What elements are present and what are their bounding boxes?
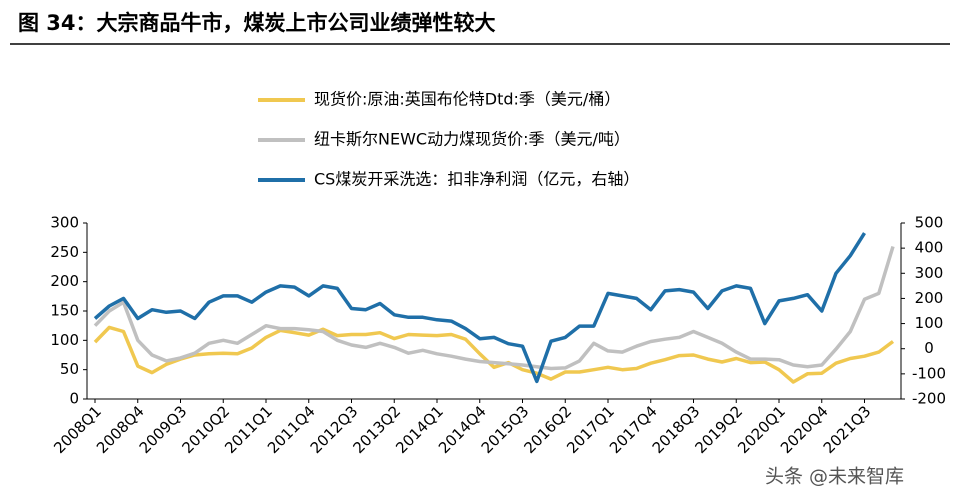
legend-label: CS煤炭开采洗选：扣非净利润（亿元，右轴） bbox=[314, 170, 639, 189]
y-tick-label: 250 bbox=[50, 243, 79, 261]
y-tick-label: 0 bbox=[69, 390, 79, 408]
chart-title: 图 34：大宗商品牛市，煤炭上市公司业绩弹性较大 bbox=[18, 11, 496, 35]
x-tick-label: 2021Q3 bbox=[820, 402, 875, 457]
y2-tick-label: 400 bbox=[915, 239, 944, 257]
series-line bbox=[93, 325, 895, 384]
y2-tick-label: -200 bbox=[912, 390, 946, 408]
y-tick-label: 200 bbox=[50, 272, 79, 290]
y-tick-label: 300 bbox=[50, 214, 79, 232]
series-line bbox=[93, 245, 895, 371]
legend-label: 纽卡斯尔NEWC动力煤现货价:季（美元/吨） bbox=[314, 130, 630, 149]
y2-tick-label: 0 bbox=[924, 339, 934, 357]
y2-tick-label: 500 bbox=[915, 214, 944, 232]
y2-tick-label: 300 bbox=[915, 264, 944, 282]
y-tick-label: 50 bbox=[60, 360, 79, 378]
legend-label: 现货价:原油:英国布伦特Dtd:季（美元/桶） bbox=[314, 90, 620, 109]
watermark: 头条 @未来智库 bbox=[765, 466, 904, 488]
y2-tick-label: 200 bbox=[915, 289, 944, 307]
y-tick-label: 150 bbox=[50, 302, 79, 320]
series-line bbox=[93, 232, 866, 384]
y-tick-label: 100 bbox=[50, 331, 79, 349]
y2-tick-label: -100 bbox=[912, 364, 946, 382]
y2-tick-label: 100 bbox=[915, 314, 944, 332]
